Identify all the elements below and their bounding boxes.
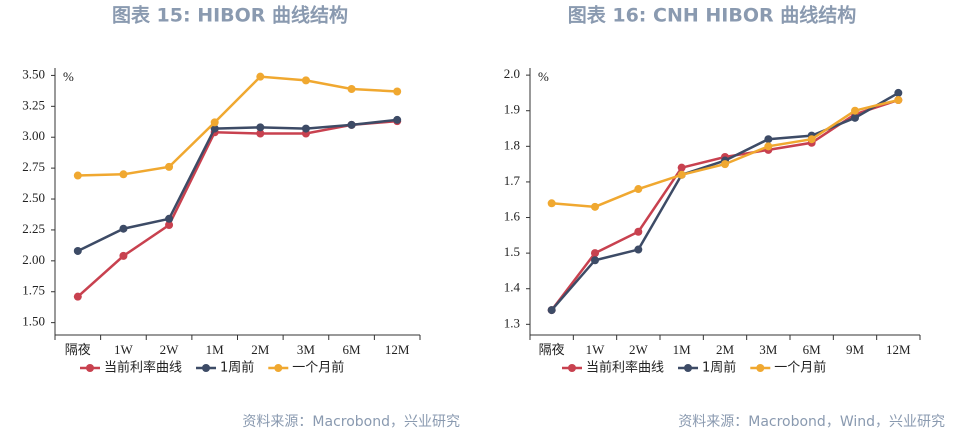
point [119, 170, 128, 179]
point [807, 135, 816, 144]
point [165, 162, 174, 171]
point [721, 160, 729, 169]
y-tick-label: 1.4 [504, 280, 521, 295]
legend-dot [684, 364, 693, 372]
series-line [550, 98, 899, 311]
chart-title: 图表 15: HIBOR 曲线结构 [112, 4, 348, 27]
point [165, 214, 174, 223]
point [764, 142, 773, 151]
x-tick-label: 1M [206, 342, 225, 357]
point [256, 123, 265, 132]
y-tick-label: 3.25 [22, 97, 45, 112]
y-tick-label: 1.9 [504, 102, 520, 117]
x-tick-label: 1W [586, 342, 606, 357]
point [851, 106, 859, 115]
y-tick-label: 1.75 [22, 283, 45, 298]
x-tick-label: 3M [759, 342, 778, 357]
point [393, 115, 402, 124]
point [634, 185, 643, 194]
y-tick-label: 1.7 [504, 173, 521, 188]
point [894, 88, 903, 97]
x-tick-label: 2W [160, 342, 180, 357]
x-tick-label: 1W [114, 342, 134, 357]
y-tick-label: 1.5 [504, 244, 520, 259]
point [73, 292, 82, 301]
series-line [77, 75, 398, 177]
legend-label: 当前利率曲线 [104, 360, 182, 376]
x-tick-label: 2M [251, 342, 270, 357]
y-tick-label: 2.50 [22, 190, 45, 205]
legend-dot [756, 364, 765, 372]
y-tick-label: 3.00 [22, 128, 45, 143]
point [256, 72, 265, 81]
point [591, 249, 599, 258]
point [119, 224, 128, 233]
source: 资料来源：Macrobond，Wind，兴业研究 [678, 414, 945, 430]
y-tick-label: 3.50 [22, 66, 45, 81]
point [547, 306, 556, 315]
y-tick-label: 2.75 [22, 159, 45, 174]
point [547, 199, 556, 208]
series-line [76, 119, 398, 298]
y-tick-label: 2.25 [22, 221, 45, 236]
point [73, 171, 82, 180]
point [210, 118, 219, 127]
point [634, 245, 643, 254]
point [591, 202, 599, 211]
point [393, 87, 402, 96]
x-tick-label: 12M [385, 342, 410, 357]
y-unit: % [538, 69, 549, 84]
point [677, 170, 686, 179]
x-tick-label: 隔夜 [65, 342, 91, 357]
y-tick-label: 1.6 [504, 209, 521, 224]
y-tick-label: 2.0 [504, 66, 520, 81]
point [301, 76, 310, 85]
series-line [550, 91, 899, 311]
y-tick-label: 2.00 [22, 252, 45, 267]
legend-label: 一个月前 [292, 360, 344, 376]
legend-dot [568, 364, 576, 372]
point [73, 246, 82, 255]
x-tick-label: 12M [886, 342, 911, 357]
x-tick-label: 2M [716, 342, 735, 357]
point [119, 251, 128, 260]
source: 资料来源：Macrobond，兴业研究 [242, 414, 460, 430]
point [634, 227, 643, 236]
x-tick-label: 3M [297, 342, 316, 357]
legend-dot [274, 364, 283, 372]
y-tick-label: 1.3 [504, 315, 520, 330]
point [256, 129, 265, 138]
x-tick-label: 隔夜 [539, 342, 565, 357]
point [677, 163, 686, 172]
point [301, 124, 310, 133]
chart-title: 图表 16: CNH HIBOR 曲线结构 [568, 4, 856, 27]
x-tick-label: 9M [846, 342, 865, 357]
x-tick-label: 2W [629, 342, 649, 357]
legend-label: 当前利率曲线 [586, 360, 664, 376]
legend-dot [202, 364, 211, 372]
y-unit: % [63, 69, 74, 84]
y-tick-label: 1.50 [22, 314, 45, 329]
series-line [77, 118, 398, 253]
legend-dot [86, 364, 94, 372]
point [347, 85, 356, 94]
legend-label: 1周前 [220, 360, 254, 376]
y-tick-label: 1.8 [504, 137, 520, 152]
point [347, 120, 356, 129]
legend-label: 一个月前 [774, 360, 826, 376]
point [591, 256, 599, 265]
x-tick-label: 6M [803, 342, 822, 357]
legend-label: 1周前 [702, 360, 736, 376]
point [894, 96, 903, 105]
x-tick-label: 6M [343, 342, 362, 357]
point [210, 124, 219, 133]
point [851, 113, 859, 122]
point [764, 135, 773, 144]
point [165, 220, 174, 229]
x-tick-label: 1M [673, 342, 692, 357]
